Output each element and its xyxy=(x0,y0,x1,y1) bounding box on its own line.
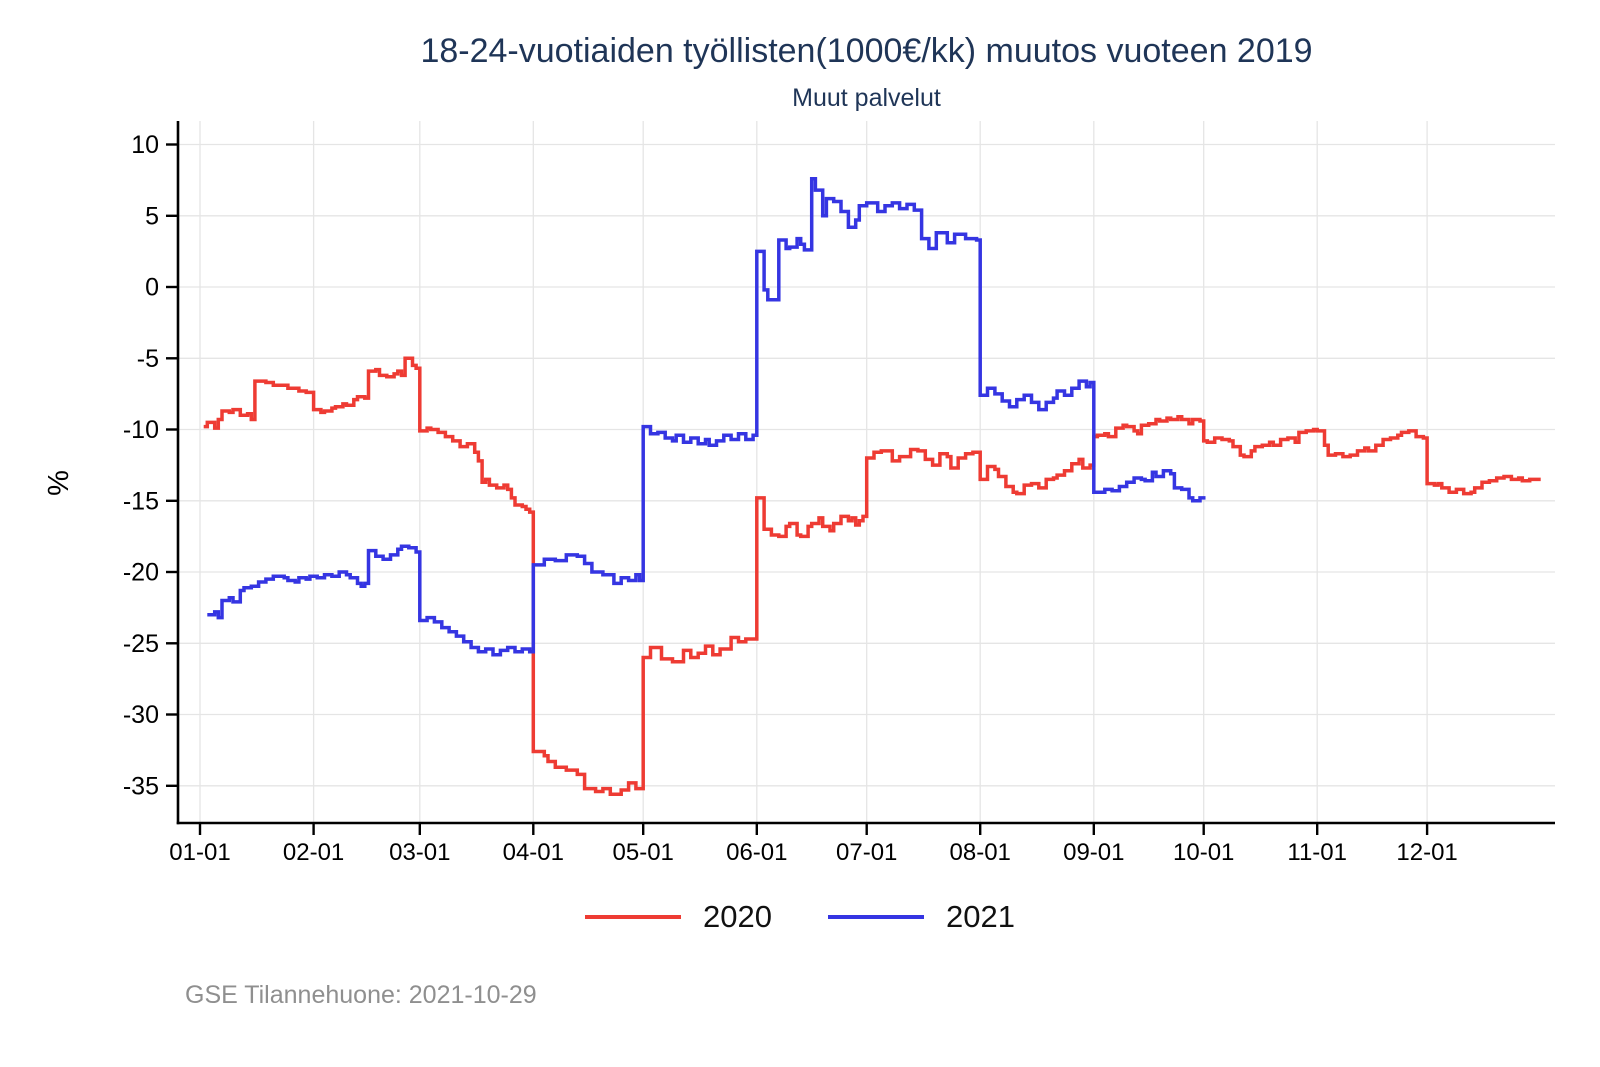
x-tick-label: 08-01 xyxy=(950,839,1011,866)
y-tick-label: -10 xyxy=(123,416,159,444)
y-tick-label: 5 xyxy=(145,202,159,230)
x-tick-label: 11-01 xyxy=(1287,839,1347,866)
x-tick-label: 07-01 xyxy=(836,839,897,866)
source-note: GSE Tilannehuone: 2021-10-29 xyxy=(185,981,537,1009)
x-tick-label: 09-01 xyxy=(1063,839,1124,866)
x-tick-label: 04-01 xyxy=(503,839,564,866)
y-tick-label: -15 xyxy=(123,487,159,515)
chart-subtitle: Muut palvelut xyxy=(792,84,941,112)
x-tick-label: 10-01 xyxy=(1173,839,1234,866)
legend: 2020 2021 xyxy=(0,899,1600,935)
y-tick-label: -20 xyxy=(123,559,159,587)
y-tick-label: -5 xyxy=(137,345,159,373)
legend-label-2021: 2021 xyxy=(946,899,1015,934)
y-tick-label: -35 xyxy=(123,772,159,800)
x-tick-label: 02-01 xyxy=(283,839,344,866)
legend-label-2020: 2020 xyxy=(703,899,772,934)
series-line-2021 xyxy=(207,176,1206,657)
series-line-2020 xyxy=(203,356,1541,797)
legend-item-2021: 2021 xyxy=(828,899,1015,935)
x-tick-label: 05-01 xyxy=(613,839,674,866)
y-tick-label: -25 xyxy=(123,630,159,658)
x-tick-label: 12-01 xyxy=(1396,839,1457,866)
y-tick-label: 10 xyxy=(131,131,159,159)
x-tick-label: 06-01 xyxy=(726,839,787,866)
chart-title: 18-24-vuotiaiden työllisten(1000€/kk) mu… xyxy=(420,32,1313,70)
legend-line-swatch-2020 xyxy=(585,915,682,919)
legend-line-swatch-2021 xyxy=(828,915,924,919)
legend-item-2020: 2020 xyxy=(585,899,772,935)
y-tick-label: -30 xyxy=(123,701,159,729)
y-tick-label: 0 xyxy=(145,274,159,302)
x-tick-label: 03-01 xyxy=(389,839,450,866)
x-tick-label: 01-01 xyxy=(169,839,230,866)
y-axis-title: % xyxy=(43,470,75,496)
